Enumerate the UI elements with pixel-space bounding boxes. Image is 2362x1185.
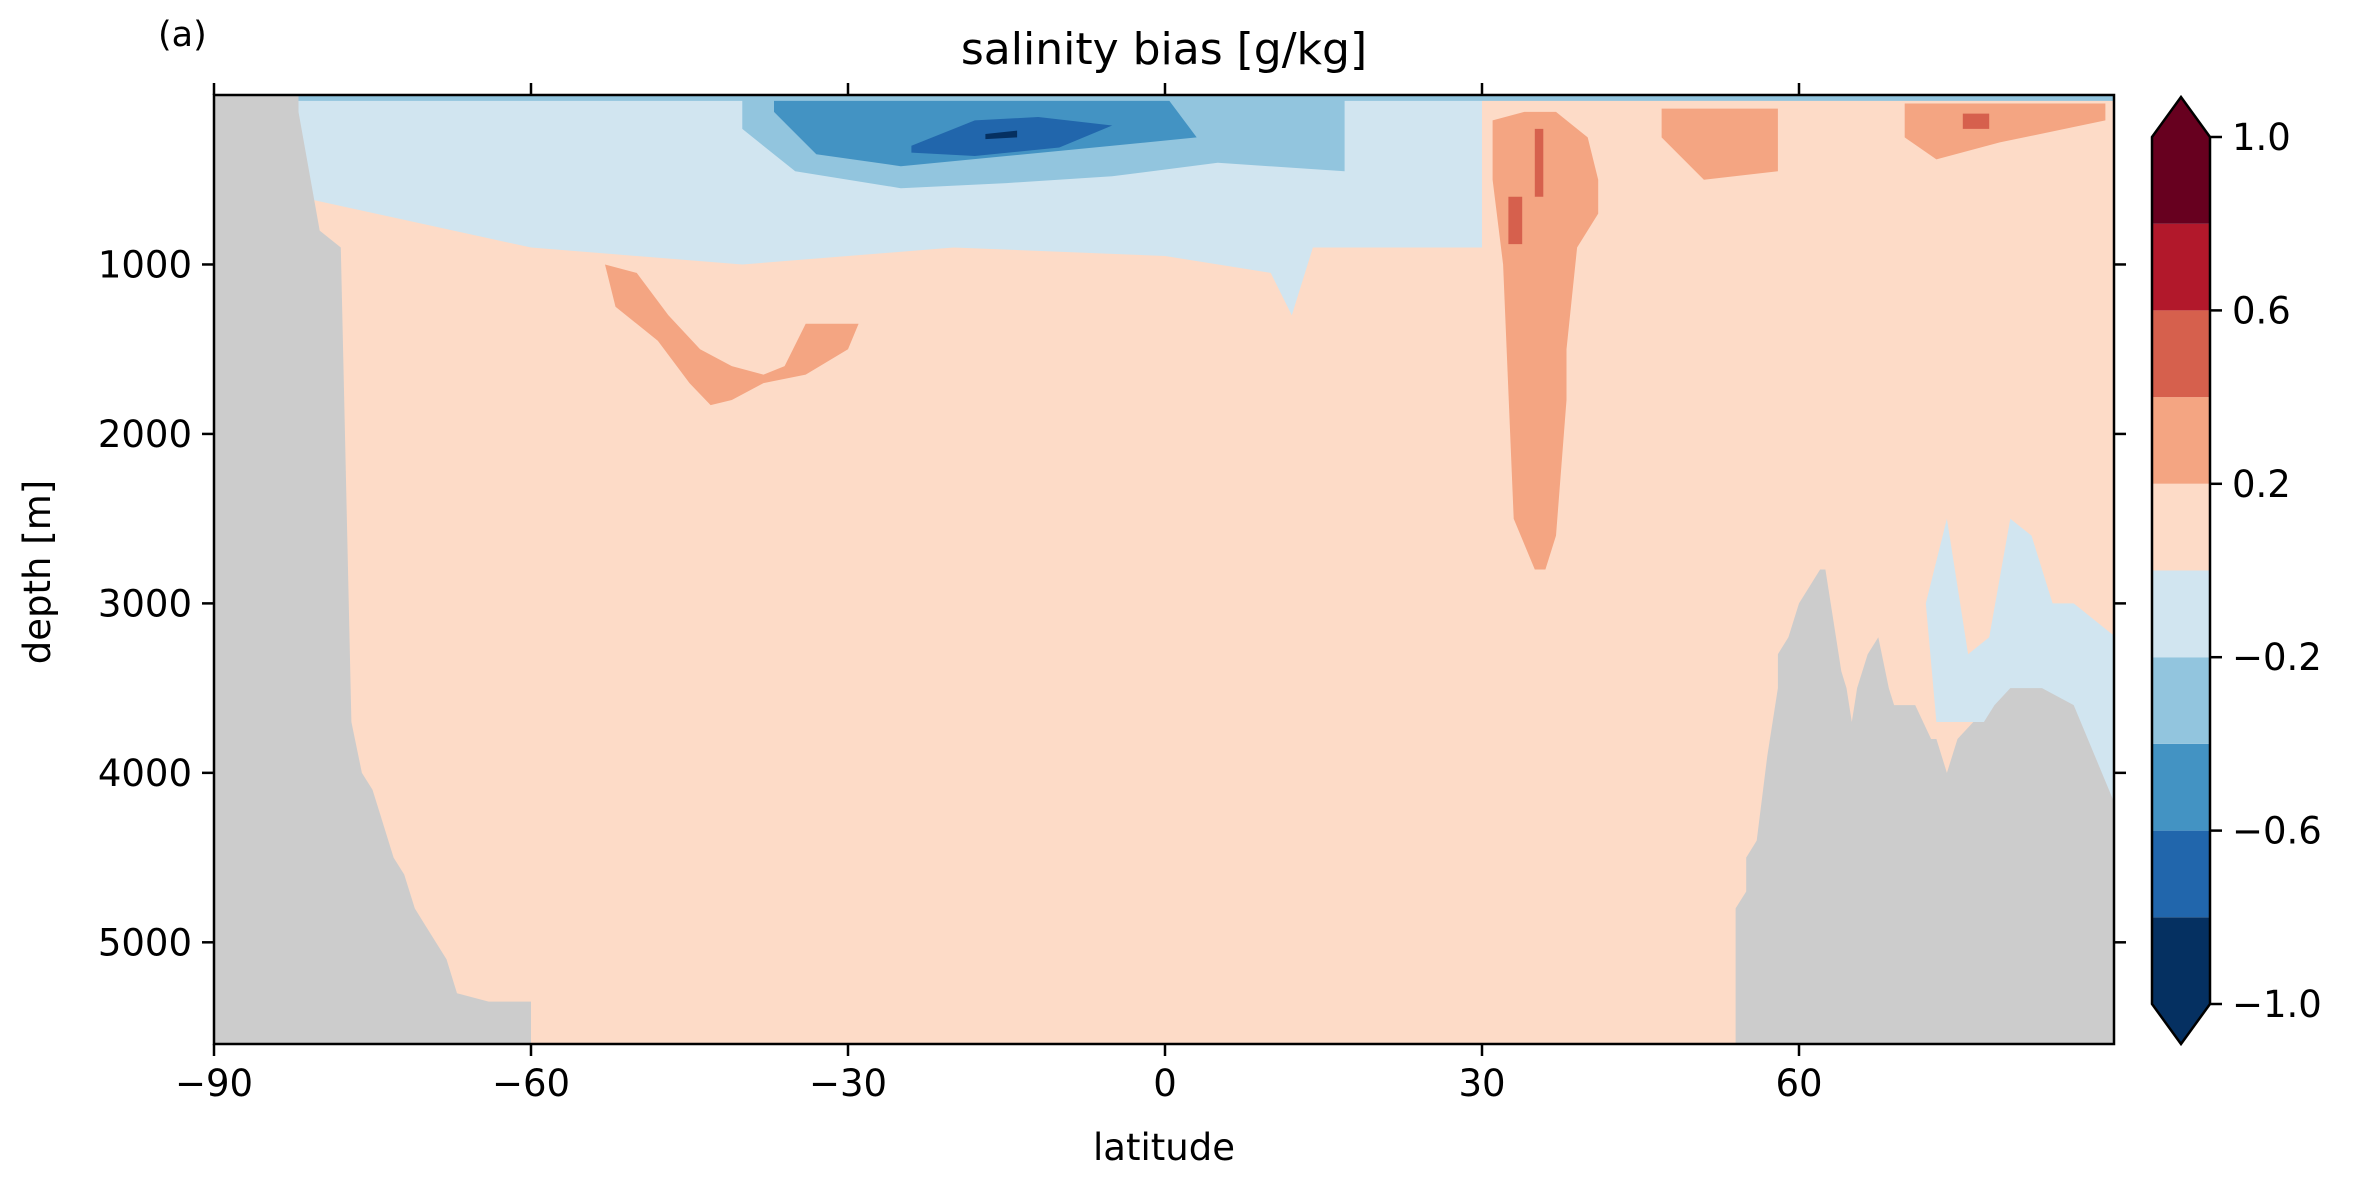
x-tick-label: −60 bbox=[492, 1062, 570, 1105]
panel-label: (a) bbox=[158, 15, 207, 55]
y-tick-label: 4000 bbox=[98, 752, 192, 795]
colorbar-tick-label: −0.2 bbox=[2232, 636, 2322, 679]
x-tick-label: −90 bbox=[175, 1062, 253, 1105]
colorbar-segment bbox=[2152, 223, 2210, 311]
colorbar-segment bbox=[2152, 570, 2210, 658]
x-tick-label: 0 bbox=[1153, 1062, 1177, 1105]
x-tick-label: −30 bbox=[809, 1062, 887, 1105]
y-tick-label: 3000 bbox=[98, 582, 192, 625]
colorbar-tick-label: 0.6 bbox=[2232, 289, 2291, 332]
colorbar-segment bbox=[2152, 483, 2210, 571]
subtropical-surface-freshening bbox=[985, 130, 1018, 140]
x-axis: −90 −60 −30 0 30 60 bbox=[175, 83, 1823, 1105]
arctic-surface-freshening bbox=[298, 95, 2114, 101]
colorbar-segment bbox=[2152, 917, 2210, 1044]
intermediate-water-salty-bias bbox=[605, 264, 859, 406]
y-tick-label: 5000 bbox=[98, 921, 192, 964]
plot-area bbox=[214, 95, 2114, 1044]
north-atlantic-salty-bias bbox=[1661, 108, 1778, 180]
x-axis-label: latitude bbox=[1093, 1126, 1235, 1169]
colorbar-segment bbox=[2152, 310, 2210, 398]
colorbar-tick-label: 0.2 bbox=[2232, 463, 2291, 506]
y-tick-label: 1000 bbox=[98, 243, 192, 286]
colorbar-segment bbox=[2152, 830, 2210, 918]
southern-ocean-shelf-bottom bbox=[214, 95, 531, 1044]
northern-bottom-topography bbox=[1735, 569, 2114, 1044]
mediterranean-outflow-core bbox=[1534, 128, 1544, 197]
chart-title: salinity bias [g/kg] bbox=[961, 24, 1367, 75]
mediterranean-outflow-core bbox=[1508, 196, 1523, 245]
x-tick-label: 60 bbox=[1775, 1062, 1822, 1105]
colorbar-tick-label: 1.0 bbox=[2232, 116, 2291, 159]
y-axis: 1000 2000 3000 4000 5000 bbox=[98, 243, 2126, 964]
high-latitude-salty-core bbox=[1962, 113, 1990, 129]
x-tick-label: 30 bbox=[1458, 1062, 1505, 1105]
colorbar-tick-label: −0.6 bbox=[2232, 810, 2322, 853]
y-axis-label: depth [m] bbox=[16, 480, 59, 664]
colorbar-tick-label: −1.0 bbox=[2232, 983, 2322, 1026]
colorbar: −1.0 −0.6 −0.2 0.2 0.6 1.0 bbox=[2150, 94, 2322, 1047]
colorbar-segment bbox=[2152, 97, 2210, 224]
high-latitude-salty-bias bbox=[1904, 103, 2106, 160]
colorbar-segment bbox=[2152, 657, 2210, 744]
colorbar-segment bbox=[2152, 743, 2210, 831]
colorbar-segment bbox=[2152, 397, 2210, 484]
y-tick-label: 2000 bbox=[98, 413, 192, 456]
